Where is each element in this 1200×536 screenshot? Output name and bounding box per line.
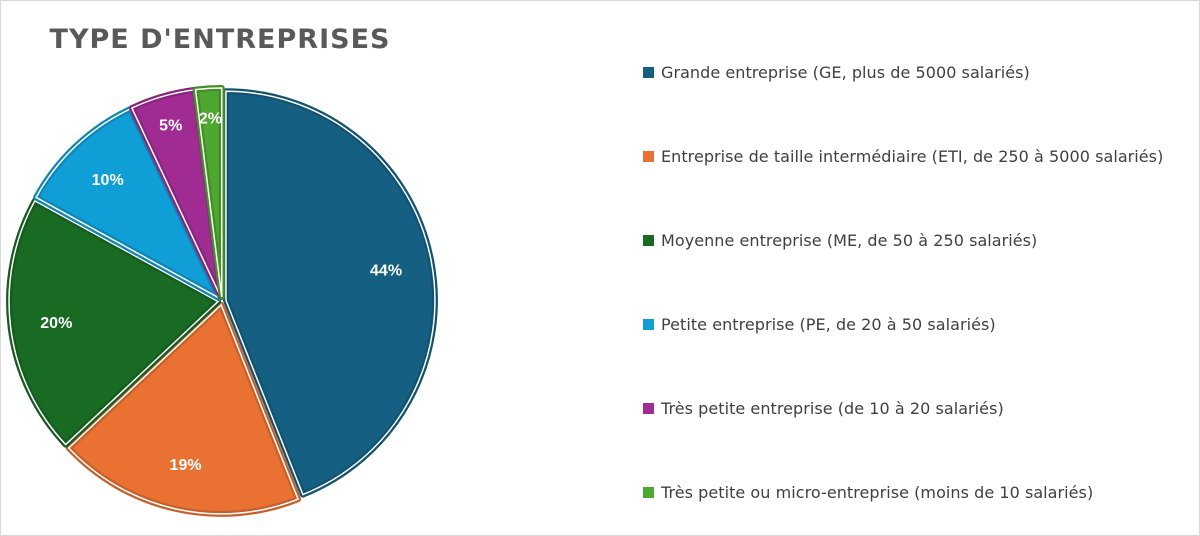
data-label: 10%	[92, 172, 124, 189]
legend-swatch	[643, 234, 654, 246]
legend-item: Grande entreprise (GE, plus de 5000 sala…	[643, 58, 1030, 86]
legend-swatch	[643, 402, 654, 414]
pie-slice-separator	[35, 107, 221, 300]
legend-label: Entreprise de taille intermédiaire (ETI,…	[661, 146, 1164, 166]
legend-label: Très petite ou micro-entreprise (moins d…	[661, 482, 1094, 502]
legend-item: Très petite ou micro-entreprise (moins d…	[643, 478, 1093, 506]
pie-slice-separator	[194, 87, 223, 298]
chart-title: TYPE D'ENTREPRISES	[49, 24, 391, 55]
legend-label: Grande entreprise (GE, plus de 5000 sala…	[661, 62, 1030, 82]
legend-item: Moyenne entreprise (ME, de 50 à 250 sala…	[643, 226, 1037, 254]
pie-slice-separator	[8, 199, 220, 446]
data-label: 2%	[199, 111, 222, 128]
legend-swatch	[643, 150, 654, 162]
pie-slice-separator	[67, 303, 300, 515]
legend-label: Très petite entreprise (de 10 à 20 salar…	[661, 398, 1004, 418]
pie-chart: 44% 19% 20% 10% 5% 2%	[6, 85, 438, 517]
legend-swatch	[643, 318, 654, 330]
pie-slice-separator	[225, 90, 436, 496]
legend-item: Très petite entreprise (de 10 à 20 salar…	[643, 394, 1004, 422]
data-label: 19%	[170, 457, 202, 474]
data-label: 20%	[40, 315, 72, 332]
legend-label: Petite entreprise (PE, de 20 à 50 salari…	[661, 314, 996, 334]
legend-label: Moyenne entreprise (ME, de 50 à 250 sala…	[661, 230, 1038, 250]
data-label: 44%	[370, 263, 402, 280]
legend-item: Petite entreprise (PE, de 20 à 50 salari…	[643, 310, 996, 338]
data-label: 5%	[159, 118, 182, 135]
legend-item: Entreprise de taille intermédiaire (ETI,…	[643, 142, 1163, 170]
legend-swatch	[643, 66, 654, 78]
legend-swatch	[643, 486, 654, 498]
